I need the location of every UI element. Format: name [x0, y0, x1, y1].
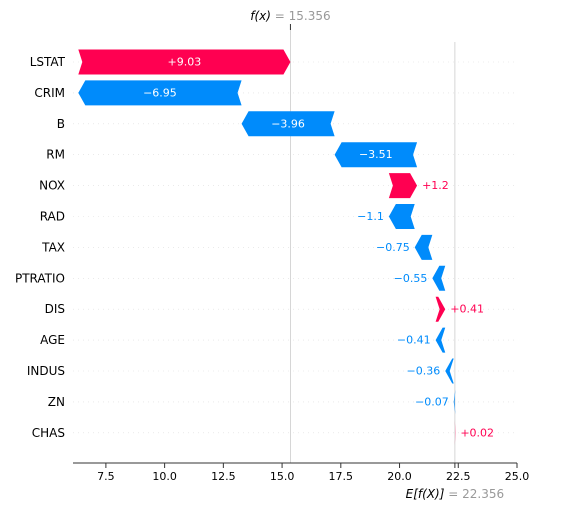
feature-label-rad: RAD	[40, 210, 65, 224]
bar-zn	[453, 389, 456, 415]
value-label-age: −0.41	[397, 334, 431, 347]
bar-dis	[435, 296, 446, 322]
base-label-name: E[f(X)]	[406, 487, 445, 501]
bar-indus	[445, 358, 454, 384]
value-label-chas: +0.02	[460, 426, 494, 439]
value-label-lstat: +9.03	[168, 56, 202, 69]
value-label-rad: −1.1	[357, 210, 384, 223]
value-label-ptratio: −0.55	[394, 272, 428, 285]
value-label-tax: −0.75	[376, 241, 410, 254]
x-ticks-group: 7.5 10.0 12.5 15.0 17.5 20.0 22.5 25.0	[97, 463, 529, 483]
feature-label-crim: CRIM	[34, 86, 65, 100]
value-label-indus: −0.36	[407, 365, 441, 378]
value-label-crim: −6.95	[143, 86, 177, 99]
feature-label-ptratio: PTRATIO	[15, 271, 65, 285]
feature-label-lstat: LSTAT	[30, 55, 66, 69]
bar-lstat	[78, 49, 291, 75]
feature-label-dis: DIS	[45, 302, 65, 316]
feature-label-b: B	[57, 117, 65, 131]
feature-labels-group: LSTAT CRIM B RM NOX RAD TAX PTRATIO DIS AGE INDUS Z…	[15, 55, 66, 440]
x-tick-label: 22.5	[446, 470, 471, 483]
feature-label-chas: CHAS	[32, 426, 65, 440]
bar-crim	[78, 80, 242, 106]
base-value-label: E[f(X)] = 22.356	[406, 487, 504, 501]
base-label-value: = 22.356	[448, 487, 504, 501]
x-tick-label: 17.5	[329, 470, 354, 483]
fx-label-name: f(x)	[250, 9, 271, 23]
bar-b	[241, 111, 335, 137]
feature-label-indus: INDUS	[27, 364, 65, 378]
bar-ptratio	[432, 265, 446, 291]
value-label-b: −3.96	[271, 117, 305, 130]
fx-label-value: = 15.356	[275, 9, 331, 23]
feature-label-zn: ZN	[48, 395, 65, 409]
value-label-zn: −0.07	[415, 395, 449, 408]
feature-label-nox: NOX	[39, 179, 65, 193]
feature-label-age: AGE	[40, 333, 65, 347]
fx-label: f(x) = 15.356	[250, 9, 330, 23]
x-tick-label: 25.0	[505, 470, 530, 483]
bar-age	[435, 327, 446, 353]
feature-label-rm: RM	[46, 148, 65, 162]
x-tick-label: 12.5	[211, 470, 236, 483]
x-tick-label: 20.0	[387, 470, 412, 483]
bars-group: +9.03 −6.95 −3.96 −3.51 +1.2 −1.1 −0.75 −0.55 +0…	[78, 49, 494, 446]
value-label-nox: +1.2	[422, 179, 449, 192]
bar-tax	[414, 234, 433, 260]
bar-nox	[388, 173, 418, 199]
bar-rm	[334, 142, 418, 168]
x-tick-label: 15.0	[270, 470, 295, 483]
x-tick-label: 10.0	[152, 470, 177, 483]
bar-rad	[388, 204, 415, 229]
value-label-rm: −3.51	[359, 148, 393, 161]
row-gridlines	[73, 61, 517, 434]
feature-label-tax: TAX	[41, 240, 65, 254]
value-label-dis: +0.41	[450, 303, 484, 316]
x-tick-label: 7.5	[97, 470, 115, 483]
